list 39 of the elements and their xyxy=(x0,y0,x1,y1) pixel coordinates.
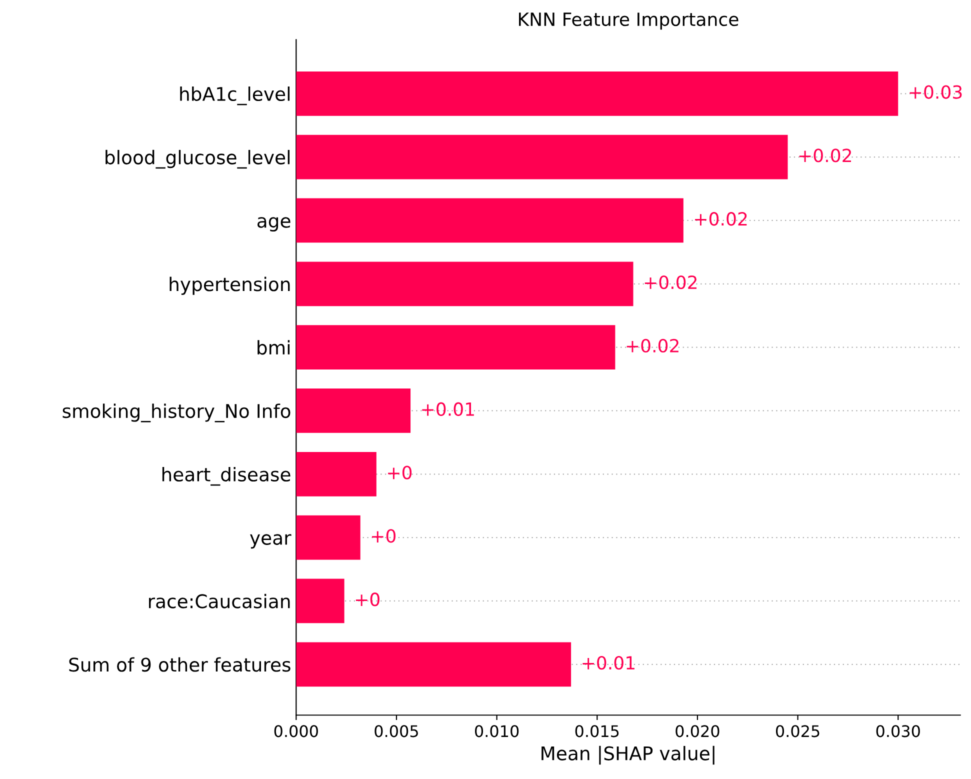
y-tick-label: hypertension xyxy=(170,276,290,295)
data-label: +0.01 xyxy=(582,656,634,670)
y-tick-label: blood_glucose_level xyxy=(106,150,290,169)
data-label: +0.02 xyxy=(644,275,696,290)
data-label: +0 xyxy=(388,466,412,480)
y-tick-label: smoking_history_No Info xyxy=(62,404,290,422)
x-axis-title: Mean |SHAP value| xyxy=(542,746,714,765)
x-tick-label: 0.010 xyxy=(475,725,519,738)
bar xyxy=(296,515,360,560)
x-tick-label: 0.025 xyxy=(776,725,820,738)
y-tick-label: Sum of 9 other features xyxy=(69,657,290,672)
y-tick-label: race:Caucasian xyxy=(149,594,290,608)
bar xyxy=(296,452,376,496)
bar xyxy=(296,262,634,306)
y-tick-label: age xyxy=(257,217,290,232)
data-label: +0.02 xyxy=(799,148,851,162)
data-label: +0.03 xyxy=(910,85,962,99)
y-tick-label: heart_disease xyxy=(162,467,290,486)
data-label: +0 xyxy=(372,529,396,543)
x-tick-label: 0.015 xyxy=(575,725,619,738)
data-label: +0.01 xyxy=(422,402,474,416)
bar xyxy=(296,388,411,433)
y-tick-label: year xyxy=(250,534,292,549)
bar xyxy=(296,134,788,180)
y-tick-label: bmi xyxy=(258,340,290,355)
data-label: +0.02 xyxy=(626,338,678,353)
x-tick-label: 0.030 xyxy=(876,725,920,738)
y-tick-label: hbA1c_level xyxy=(180,86,290,106)
bar xyxy=(296,325,616,370)
bar xyxy=(296,71,898,116)
x-tick-label: 0.000 xyxy=(274,725,318,738)
bar xyxy=(296,198,684,243)
data-label: +0.02 xyxy=(695,212,747,226)
bar xyxy=(296,642,572,687)
x-tick-label: 0.020 xyxy=(676,725,720,738)
data-label: +0 xyxy=(356,592,380,606)
chart-title: KNN Feature Importance xyxy=(519,12,738,30)
bar xyxy=(296,578,344,624)
x-tick-label: 0.005 xyxy=(374,725,418,738)
